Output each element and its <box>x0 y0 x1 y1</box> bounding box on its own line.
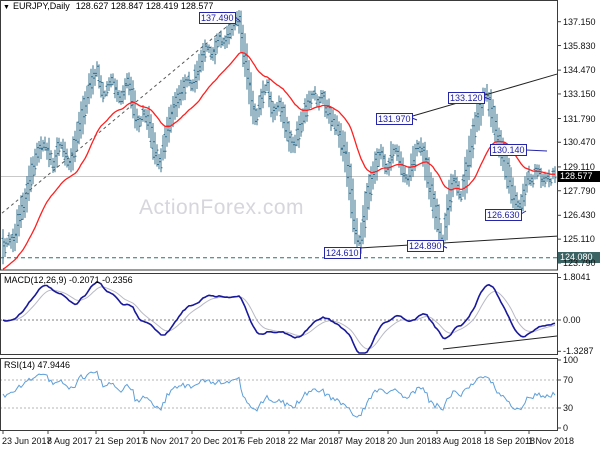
x-axis-label: 18 Sep 2018 <box>484 436 536 446</box>
rsi-axis-label: 0 <box>563 423 569 433</box>
y-axis-label: 125.110 <box>563 234 595 245</box>
y-axis-label: 133.150 <box>563 88 596 99</box>
y-axis-label: 134.470 <box>563 65 596 76</box>
x-axis-label: 20 Dec 2017 <box>191 436 243 446</box>
y-axis-label: 123.790 <box>563 257 596 268</box>
rsi-name: RSI(14) <box>4 360 36 370</box>
x-axis-label: 20 Jun 2018 <box>387 436 437 446</box>
price-annotation: 133.120 <box>448 92 485 104</box>
x-axis-label: 6 Nov 2017 <box>143 436 190 446</box>
x-axis-label: 1 Nov 2018 <box>528 436 575 446</box>
price-annotation: 126.630 <box>485 209 522 221</box>
price-annotation: 124.890 <box>407 240 444 252</box>
macd-indicator-label: MACD(12,26,9) -0.2071 -0.2356 <box>4 275 133 285</box>
y-axis-label: 130.470 <box>563 137 596 148</box>
collapse-triangle-icon[interactable]: ▼ <box>3 4 10 11</box>
support-level-tag: 124.080 <box>558 251 600 263</box>
rsi-value: 47.9446 <box>37 360 71 370</box>
y-axis-label: 137.150 <box>563 16 596 27</box>
macd-name: MACD(12,26,9) <box>4 275 67 285</box>
macd-axis-label: -1.3287 <box>563 346 594 357</box>
x-axis-label: 3 Aug 2018 <box>436 436 482 446</box>
x-axis-label: 22 Mar 2018 <box>288 436 339 446</box>
y-axis-label: 126.430 <box>563 210 596 221</box>
last-price-tag: 128.577 <box>558 170 600 182</box>
rsi-axis-label: 30 <box>563 403 574 413</box>
price-annotation: 124.610 <box>324 247 361 259</box>
rsi-axis-label: 100 <box>563 355 579 365</box>
ohlc-values: 128.627 128.847 128.419 128.577 <box>75 1 214 11</box>
y-axis-label: 135.830 <box>563 40 596 51</box>
y-axis-label: 127.790 <box>563 185 596 196</box>
rsi-indicator-label: RSI(14) 47.9446 <box>4 360 70 370</box>
chart-title-bar: ▼ EURJPY,Daily 128.627 128.847 128.419 128… <box>3 1 213 11</box>
x-axis-label: 21 Sep 2017 <box>95 436 147 446</box>
x-axis-label: 8 Aug 2017 <box>47 436 93 446</box>
macd-axis-label: 0.00 <box>563 315 581 325</box>
macd-values: -0.2071 -0.2356 <box>69 275 133 285</box>
macd-axis-label: 1.8041 <box>563 272 591 283</box>
price-annotation: 137.490 <box>199 12 236 24</box>
y-axis-label: 129.110 <box>563 161 595 172</box>
price-annotation: 130.140 <box>490 144 527 156</box>
price-annotation: 131.970 <box>376 113 413 125</box>
symbol-title: EURJPY,Daily <box>12 1 70 11</box>
y-axis-label: 131.790 <box>563 113 596 124</box>
x-axis-label: 23 Jun 2017 <box>2 436 52 446</box>
x-axis-label: 7 May 2018 <box>338 436 386 446</box>
x-axis-label: 6 Feb 2018 <box>240 436 286 446</box>
rsi-axis-label: 70 <box>563 375 574 385</box>
